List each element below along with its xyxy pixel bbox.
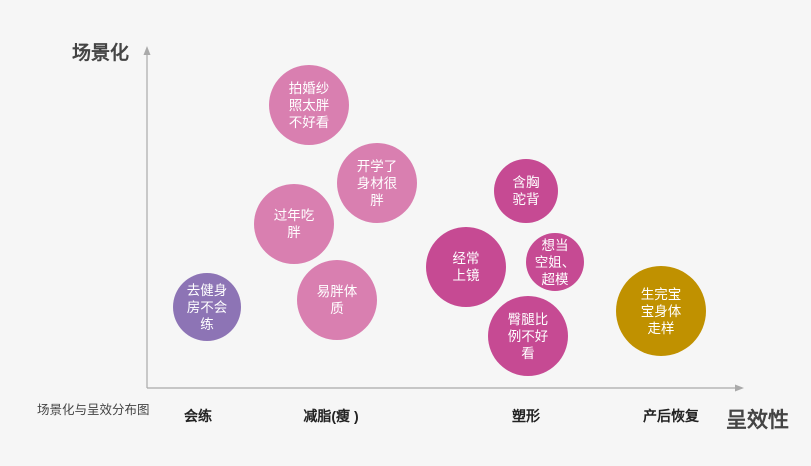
- bubble-label: 拍婚纱 照太胖 不好看: [288, 80, 330, 130]
- category-label-jian-zhi: 减脂(瘦 ): [303, 408, 359, 424]
- x-axis-label: 呈效性: [726, 409, 789, 432]
- bubble-postpartum: 生完宝 宝身体 走样: [616, 266, 706, 356]
- category-label-chan-hou: 产后恢复: [643, 408, 699, 424]
- bubble-label: 经常 上镜: [452, 251, 480, 283]
- bubble-gym-beginner: 去健身 房不会 练: [173, 273, 241, 341]
- bubble-label: 含胸 驼背: [512, 175, 540, 207]
- category-label-hui-lian: 会练: [184, 408, 212, 424]
- category-label-su-xing: 塑形: [512, 408, 540, 424]
- y-axis-arrow-icon: [143, 46, 151, 55]
- bubble-label: 臀腿比 例不好 看: [507, 311, 549, 361]
- bubble-label: 易胖体 质: [316, 284, 358, 316]
- bubble-wedding-photo: 拍婚纱 照太胖 不好看: [269, 65, 349, 145]
- bubble-label: 想当 空姐、 超模: [534, 237, 576, 287]
- bubble-label: 去健身 房不会 练: [186, 282, 228, 332]
- bubble-easy-weight-gain: 易胖体 质: [297, 260, 377, 340]
- bubble-leg-proportion: 臀腿比 例不好 看: [488, 296, 568, 376]
- bubble-on-camera: 经常 上镜: [426, 227, 506, 307]
- y-axis-label: 场景化: [72, 43, 130, 64]
- bubble-label: 开学了 身材很 胖: [356, 158, 398, 208]
- bubble-label: 过年吃 胖: [273, 208, 315, 240]
- diagram-caption: 场景化与呈效分布图: [37, 403, 150, 417]
- bubble-label: 生完宝 宝身体 走样: [640, 286, 682, 336]
- bubble-back-to-school: 开学了 身材很 胖: [337, 143, 417, 223]
- bubble-posture: 含胸 驼背: [494, 159, 558, 223]
- x-axis-arrow-icon: [735, 384, 744, 392]
- bubble-model-stewardess: 想当 空姐、 超模: [526, 233, 584, 291]
- bubble-new-year-weight: 过年吃 胖: [254, 184, 334, 264]
